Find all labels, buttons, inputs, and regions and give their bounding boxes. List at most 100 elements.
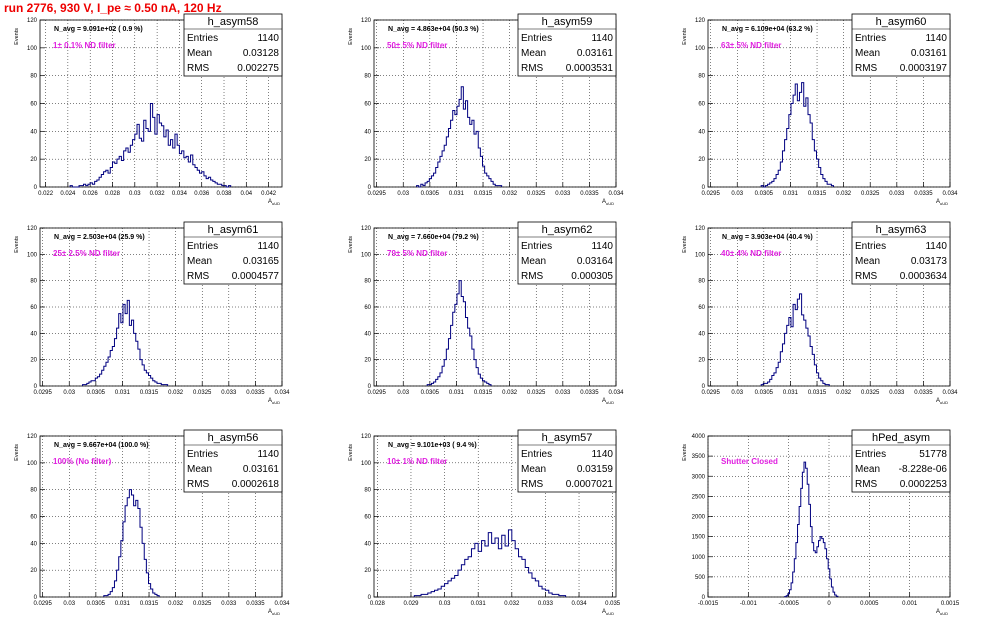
- stats-key: RMS: [187, 63, 210, 74]
- x-tick-label: 0.03: [63, 601, 75, 607]
- x-tick-label: 0.033: [555, 390, 571, 396]
- x-tick-label: 0.022: [38, 191, 54, 197]
- histogram-bin: [791, 104, 793, 188]
- histogram-bin: [126, 148, 128, 187]
- histogram-panel-h_asym62: 0.0295 0.03 0.0305 0.031 0.0315 0.032 0.0325 0.…: [348, 221, 624, 405]
- x-tick-label: 0.029: [403, 601, 419, 607]
- histogram-panel-hPed_asym: -0.0015 -0.001 -0.0005 0 0.0005 0.001 0.0015 0 5…: [682, 429, 960, 616]
- histogram-bin: [815, 553, 817, 597]
- histogram-bin: [457, 294, 459, 386]
- x-tick-label: 0.0015: [941, 601, 960, 607]
- histogram-bin: [121, 161, 123, 187]
- x-tick-label: 0.0315: [474, 191, 493, 197]
- stats-key: Entries: [187, 241, 218, 252]
- x-tick-label: 0.032: [150, 191, 166, 197]
- x-tick-label: 0.0295: [33, 390, 52, 396]
- x-tick-label: 0.0295: [367, 191, 386, 197]
- x-tick-label: 0.04: [240, 191, 252, 197]
- histogram-bin: [495, 538, 498, 597]
- x-tick-label: 0.031: [449, 390, 465, 396]
- histogram-bin: [135, 134, 137, 187]
- stats-value: 0.03164: [577, 256, 614, 267]
- histogram-bin: [817, 547, 819, 597]
- x-tick-label: 0: [827, 601, 831, 607]
- histogram-bin: [139, 138, 141, 187]
- x-tick-label: 0.0305: [755, 390, 774, 396]
- x-tick-label: 0.031: [115, 390, 131, 396]
- y-tick-label: 120: [27, 18, 38, 24]
- histogram-bin: [488, 533, 491, 597]
- x-tick-label: 0.0335: [914, 390, 933, 396]
- n-avg-label: N_avg = 9.101e+03 ( 9.4 %): [388, 442, 477, 449]
- histogram-bin: [458, 570, 461, 597]
- y-tick-label: 60: [698, 102, 705, 108]
- x-tick-label: 0.034: [608, 390, 624, 396]
- histogram-bin: [435, 590, 438, 597]
- y-tick-label: 60: [364, 102, 371, 108]
- x-tick-label: 0.038: [217, 191, 233, 197]
- histogram-bin: [535, 581, 538, 597]
- histogram-bin: [474, 134, 476, 187]
- stats-title: h_asym58: [208, 16, 259, 28]
- stats-key: Entries: [187, 33, 218, 44]
- stats-value: 1140: [925, 33, 947, 44]
- y-tick-label: 120: [695, 18, 706, 24]
- histogram-bin: [173, 148, 175, 187]
- stats-key: Mean: [855, 464, 880, 475]
- histogram-bin: [465, 559, 468, 597]
- x-tick-label: 0.033: [889, 390, 905, 396]
- histogram-line: [82, 299, 169, 386]
- x-axis-label: AuUD: [602, 398, 614, 405]
- n-avg-label: N_avg = 9.667e+04 (100.0 %): [54, 442, 149, 449]
- x-tick-label: 0.0335: [914, 191, 933, 197]
- histogram-bin: [478, 551, 481, 597]
- y-tick-label: 40: [30, 541, 37, 547]
- histogram-line: [103, 489, 160, 597]
- n-avg-label: N_avg = 2.503e+04 (25.9 %): [54, 234, 145, 241]
- histogram-panel-h_asym56: 0.0295 0.03 0.0305 0.031 0.0315 0.032 0.0325 0.…: [14, 429, 290, 616]
- histogram-bin: [121, 323, 123, 386]
- y-tick-label: 20: [30, 568, 37, 574]
- x-tick-label: 0.0305: [421, 191, 440, 197]
- histogram-bin: [164, 137, 166, 187]
- stats-value: 1140: [257, 449, 279, 460]
- stats-box: [183, 13, 283, 77]
- y-tick-label: 40: [364, 129, 371, 135]
- stats-key: Mean: [187, 256, 212, 267]
- histogram-bin: [108, 173, 110, 187]
- x-tick-label: 0.042: [261, 191, 277, 197]
- histogram-bin: [471, 549, 474, 597]
- histogram-panel-h_asym63: 0.0295 0.03 0.0305 0.031 0.0315 0.032 0.0325 0.…: [682, 221, 958, 405]
- y-tick-label: 100: [361, 252, 372, 258]
- x-tick-label: 0.0295: [701, 191, 720, 197]
- histogram-bin: [808, 115, 810, 187]
- stats-key: Entries: [855, 33, 886, 44]
- histogram-bin: [475, 543, 478, 597]
- stats-key: Entries: [855, 241, 886, 252]
- stats-key: RMS: [521, 63, 544, 74]
- y-tick-label: 4000: [692, 434, 706, 440]
- x-tick-label: 0.033: [221, 390, 237, 396]
- histogram-bin: [136, 500, 138, 597]
- histogram-bin: [549, 593, 552, 597]
- y-axis-label: Events: [348, 444, 354, 461]
- histogram-bin: [188, 162, 190, 187]
- histogram-bin: [455, 115, 457, 187]
- histogram-bin: [93, 381, 95, 386]
- stats-value: 0.03161: [243, 464, 280, 475]
- x-tick-label: 0.0005: [860, 601, 879, 607]
- y-tick-label: 0: [702, 595, 706, 601]
- x-tick-label: -0.001: [740, 601, 758, 607]
- histogram-bin: [797, 101, 799, 187]
- stats-box: [183, 221, 283, 285]
- y-tick-label: 20: [364, 358, 371, 364]
- x-tick-label: 0.031: [449, 191, 465, 197]
- y-tick-label: 0: [702, 384, 706, 390]
- histogram-bin: [451, 120, 453, 187]
- x-tick-label: 0.034: [572, 601, 588, 607]
- x-tick-label: 0.0315: [808, 390, 827, 396]
- stats-value: 0.03159: [577, 464, 614, 475]
- histogram-bin: [508, 530, 511, 597]
- filter-label: 79± 5% ND filter: [387, 249, 447, 258]
- x-tick-label: 0.028: [105, 191, 121, 197]
